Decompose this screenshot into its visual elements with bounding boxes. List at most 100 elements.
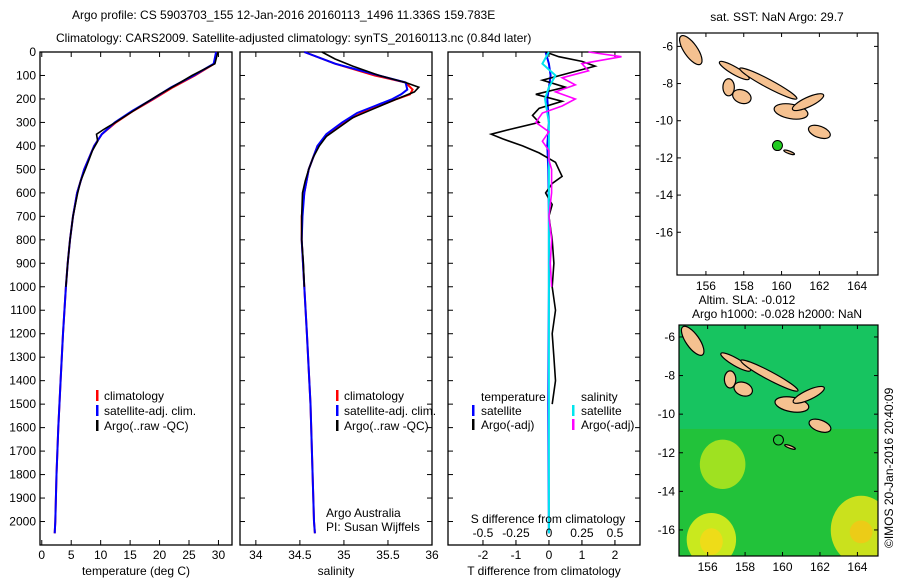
x-tick-label: 0 xyxy=(38,548,45,562)
legend-label: satellite-adj. clim. xyxy=(104,404,196,418)
x-axis-label: T difference from climatology xyxy=(467,564,621,578)
x-tick-label: 30 xyxy=(212,548,226,562)
sla-anomaly-blob xyxy=(699,528,723,555)
lat-tick-label: -16 xyxy=(656,225,674,239)
lon-tick-label: 158 xyxy=(735,560,755,574)
legend-swatch xyxy=(336,420,339,431)
x-tick-label: -1 xyxy=(511,548,522,562)
series-line-argo-raw-qc- xyxy=(300,51,421,287)
island xyxy=(722,78,735,97)
x-tick-label: 0 xyxy=(546,548,553,562)
x-tick-label: 35 xyxy=(337,548,351,562)
y-tick-label: 1800 xyxy=(9,468,36,482)
x2-tick-label: -0.5 xyxy=(473,526,494,540)
series-line-s-argo-adj- xyxy=(534,51,622,287)
y-tick-label: 900 xyxy=(16,256,36,270)
series-line-s-satellite xyxy=(541,51,557,534)
island xyxy=(733,381,754,397)
difference-panel: -2 -1 0 1 2 T difference from climatology -0.5… xyxy=(447,51,641,578)
legend-swatch xyxy=(472,405,475,416)
y-tick-label: 1300 xyxy=(9,350,36,364)
lon-tick-label: 164 xyxy=(847,279,867,293)
island xyxy=(808,418,832,433)
lon-tick-label: 162 xyxy=(810,560,830,574)
x2-axis-label: S difference from climatology xyxy=(471,512,626,526)
x2-tick-label: 0.25 xyxy=(570,526,594,540)
annotation-line1: Argo Australia xyxy=(326,506,401,520)
title-line2: Climatology: CARS2009. Satellite-adjuste… xyxy=(56,31,531,45)
map-frame xyxy=(676,32,879,276)
sla-map-panel: 156 158 160 162 164 -6 -8 -10 -12 -14 -16 Altim. SL… xyxy=(658,293,879,574)
island xyxy=(740,359,799,392)
x-tick-label: 10 xyxy=(94,548,108,562)
x2-tick-label: 0.5 xyxy=(607,526,624,540)
sst-map-title: sat. SST: NaN Argo: 29.7 xyxy=(710,10,844,24)
legend-swatch xyxy=(572,405,575,416)
x-tick-label: 25 xyxy=(182,548,196,562)
legend-label: climatology xyxy=(104,389,164,403)
legend-swatch xyxy=(336,390,339,401)
y-tick-label: 1500 xyxy=(9,397,36,411)
y-tick-label: 1600 xyxy=(9,421,36,435)
x-tick-label: 2 xyxy=(612,548,619,562)
y-tick-label: 1000 xyxy=(9,280,36,294)
island xyxy=(784,444,796,450)
lat-tick-label: -8 xyxy=(664,369,675,383)
sla-anomaly-blob xyxy=(849,520,873,544)
salinity-panel: 34 34.5 35 35.5 36 salinity climatologysatelli… xyxy=(239,51,439,578)
island xyxy=(680,325,705,356)
lon-tick-label: 162 xyxy=(809,279,829,293)
x-tick-label: 36 xyxy=(425,548,439,562)
island xyxy=(723,370,737,389)
lon-tick-label: 160 xyxy=(772,279,792,293)
legend-title-temperature: temperature xyxy=(481,390,546,404)
y-tick-label: 500 xyxy=(16,162,36,176)
y-tick-label: 0 xyxy=(29,45,36,59)
sla-map-subtitle: Argo h1000: -0.028 h2000: NaN xyxy=(692,307,862,321)
argo-location-marker xyxy=(771,140,783,152)
legend-swatch xyxy=(96,390,99,401)
legend-swatch xyxy=(472,419,475,430)
y-tick-label: 2000 xyxy=(9,515,36,529)
lat-tick-label: -14 xyxy=(656,188,674,202)
legend-swatch xyxy=(572,419,575,430)
copyright-label: ©IMOS 20-Jan-2016 20:40:09 xyxy=(882,387,896,548)
map-area xyxy=(678,34,831,156)
y-tick-label: 200 xyxy=(16,92,36,106)
legend-swatch xyxy=(336,405,339,416)
x-tick-label: 1 xyxy=(579,548,586,562)
annotation-line2: PI: Susan Wijffels xyxy=(326,520,420,534)
island xyxy=(732,88,752,105)
series-line-argo-raw-qc- xyxy=(65,51,219,287)
lon-tick-label: 164 xyxy=(847,560,867,574)
y-tick-label: 600 xyxy=(16,186,36,200)
lat-tick-label: -16 xyxy=(658,523,676,537)
lat-tick-label: -8 xyxy=(662,77,673,91)
y-tick-label: 300 xyxy=(16,115,36,129)
plot-frame xyxy=(39,51,233,546)
sst-map-panel: 156 158 160 162 164 -6 -8 -10 -12 -14 -16 sat. SST:… xyxy=(656,10,879,293)
lat-tick-label: -12 xyxy=(656,151,674,165)
x-tick-label: 34 xyxy=(249,548,263,562)
plot-frame xyxy=(447,51,641,546)
lat-tick-label: -12 xyxy=(658,446,676,460)
series-line-satellite-adj-clim- xyxy=(300,51,409,534)
y-tick-label: 1900 xyxy=(9,491,36,505)
lat-tick-label: -10 xyxy=(656,114,674,128)
x2-tick-label: -0.25 xyxy=(502,526,530,540)
sla-anomaly-blob xyxy=(699,439,746,490)
legend-label: satellite xyxy=(581,404,622,418)
legend-label: climatology xyxy=(344,389,404,403)
x-tick-label: 34.5 xyxy=(288,548,312,562)
island xyxy=(791,93,825,112)
island xyxy=(678,34,703,66)
legend-label: satellite-adj. clim. xyxy=(344,404,436,418)
y-tick-label: 1200 xyxy=(9,327,36,341)
temperature-panel: 0 5 10 15 20 25 300100200300400500600700800900… xyxy=(9,45,233,578)
x-axis-label: salinity xyxy=(318,564,355,578)
sla-map-title: Altim. SLA: -0.012 xyxy=(699,293,796,307)
lat-tick-label: -10 xyxy=(658,407,676,421)
island xyxy=(807,124,831,140)
y-tick-label: 700 xyxy=(16,209,36,223)
